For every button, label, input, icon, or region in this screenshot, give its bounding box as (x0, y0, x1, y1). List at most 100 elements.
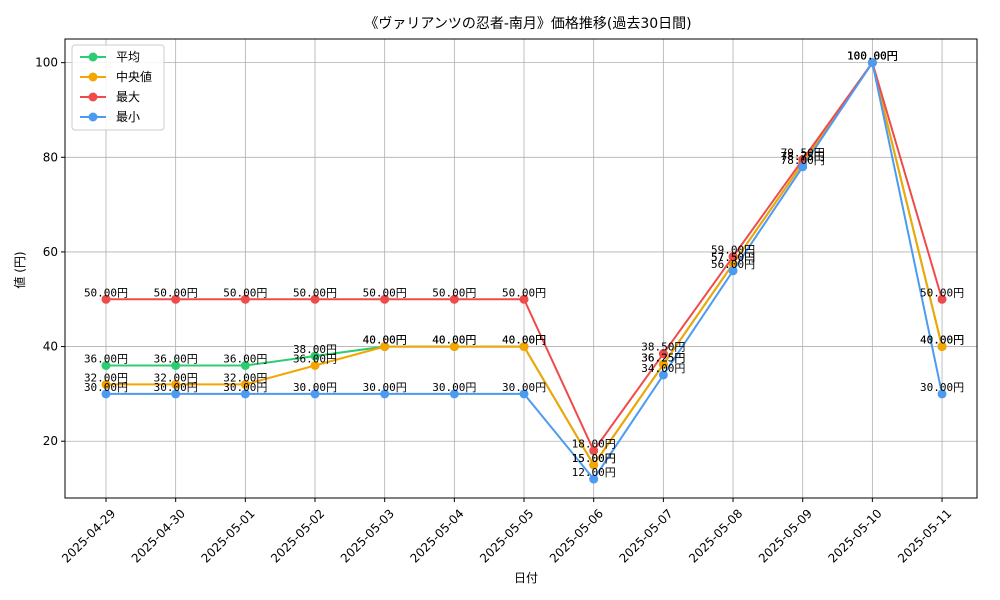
data-point (728, 266, 738, 276)
y-tick-label: 40 (43, 340, 58, 354)
data-point (519, 294, 529, 304)
x-tick-label: 2025-05-10 (825, 506, 884, 565)
data-label: 36.25円 (641, 351, 685, 364)
data-label: 30.00円 (84, 381, 128, 394)
data-label: 30.00円 (223, 381, 267, 394)
x-tick-label: 2025-05-11 (895, 506, 954, 565)
data-point (240, 361, 250, 371)
data-label: 36.00円 (223, 353, 267, 366)
data-label: 50.00円 (223, 286, 267, 299)
data-label: 50.00円 (293, 286, 337, 299)
data-point (658, 359, 668, 369)
legend-box (71, 44, 165, 131)
legend-marker (88, 92, 98, 102)
data-point (937, 389, 947, 399)
data-point (171, 294, 181, 304)
data-label: 32.00円 (84, 371, 128, 384)
data-label: 30.00円 (920, 381, 964, 394)
data-label: 100.00円 (847, 50, 898, 63)
data-point (937, 294, 947, 304)
data-point (171, 389, 181, 399)
legend-marker (88, 112, 98, 122)
legend-item: 最大 (80, 90, 140, 104)
data-point (449, 342, 459, 352)
data-point (310, 351, 320, 361)
data-point (380, 389, 390, 399)
data-label: 15.00円 (572, 452, 616, 465)
legend-label: 平均 (116, 50, 140, 64)
data-label: 38.50円 (641, 341, 685, 354)
x-tick-label: 2025-05-03 (338, 506, 397, 565)
data-label: 78.00円 (781, 154, 825, 167)
data-label: 32.00円 (154, 371, 198, 384)
data-point (519, 389, 529, 399)
data-label: 40.00円 (432, 334, 476, 347)
data-label: 30.00円 (432, 381, 476, 394)
data-point (240, 294, 250, 304)
data-point (728, 252, 738, 262)
x-axis-label: 日付 (514, 571, 538, 585)
data-label: 40.00円 (920, 334, 964, 347)
x-tick-label: 2025-04-30 (129, 506, 188, 565)
data-label: 12.00円 (572, 466, 616, 479)
data-label: 50.00円 (154, 286, 198, 299)
data-point (101, 361, 111, 371)
y-tick-label: 20 (43, 434, 58, 448)
data-label: 78.75円 (781, 150, 825, 163)
data-point (867, 58, 877, 68)
legend-label: 最小 (116, 110, 140, 124)
legend-marker (88, 52, 98, 62)
legend-label: 中央値 (116, 69, 152, 84)
data-point (101, 294, 111, 304)
x-tick-label: 2025-05-05 (477, 506, 536, 565)
data-label: 50.00円 (920, 286, 964, 299)
data-label: 40.00円 (502, 334, 546, 347)
data-point (380, 342, 390, 352)
data-label: 36.00円 (293, 353, 337, 366)
x-tick-label: 2025-05-09 (756, 506, 815, 565)
chart-title: 《ヴァリアンツの忍者-南月》価格推移(過去30日間) (364, 15, 691, 32)
data-point (798, 162, 808, 172)
legend-label: 最大 (116, 90, 140, 104)
x-tick-label: 2025-05-07 (616, 506, 675, 565)
x-tick-label: 2025-05-01 (198, 506, 257, 565)
data-label: 40.00円 (502, 334, 546, 347)
x-tick-label: 2025-05-04 (407, 506, 466, 565)
data-point (171, 379, 181, 389)
data-point (519, 342, 529, 352)
data-label: 36.00円 (154, 353, 198, 366)
data-label: 30.00円 (293, 381, 337, 394)
data-point (240, 379, 250, 389)
data-label: 34.00円 (641, 362, 685, 375)
data-point (589, 474, 599, 484)
data-label: 30.00円 (363, 381, 407, 394)
y-tick-labels: 20 40 60 80 100 (35, 56, 65, 448)
legend-item: 平均 (80, 50, 140, 64)
data-point (101, 389, 111, 399)
data-point (449, 389, 459, 399)
series-最小 (101, 58, 947, 484)
data-point (658, 349, 668, 359)
legend-item: 中央値 (80, 69, 152, 84)
data-label: 32.00円 (223, 371, 267, 384)
data-label: 50.00円 (84, 286, 128, 299)
plot-frame (64, 38, 978, 499)
y-tick-label: 80 (43, 150, 58, 164)
data-label: 50.00円 (432, 286, 476, 299)
legend-item: 最小 (80, 110, 140, 124)
data-label: 100.00円 (847, 50, 898, 63)
data-label: 78.75円 (781, 150, 825, 163)
data-label: 57.50円 (711, 251, 755, 264)
data-point (310, 361, 320, 371)
x-tick-label: 2025-04-29 (59, 506, 118, 565)
data-point (240, 389, 250, 399)
data-label: 36.25円 (641, 351, 685, 364)
y-tick-label: 100 (35, 56, 58, 70)
y-tick-label: 60 (43, 245, 58, 259)
data-label: 59.00円 (711, 244, 755, 257)
data-point (589, 460, 599, 470)
data-label: 50.00円 (502, 286, 546, 299)
data-point (589, 446, 599, 456)
data-point (101, 379, 111, 389)
